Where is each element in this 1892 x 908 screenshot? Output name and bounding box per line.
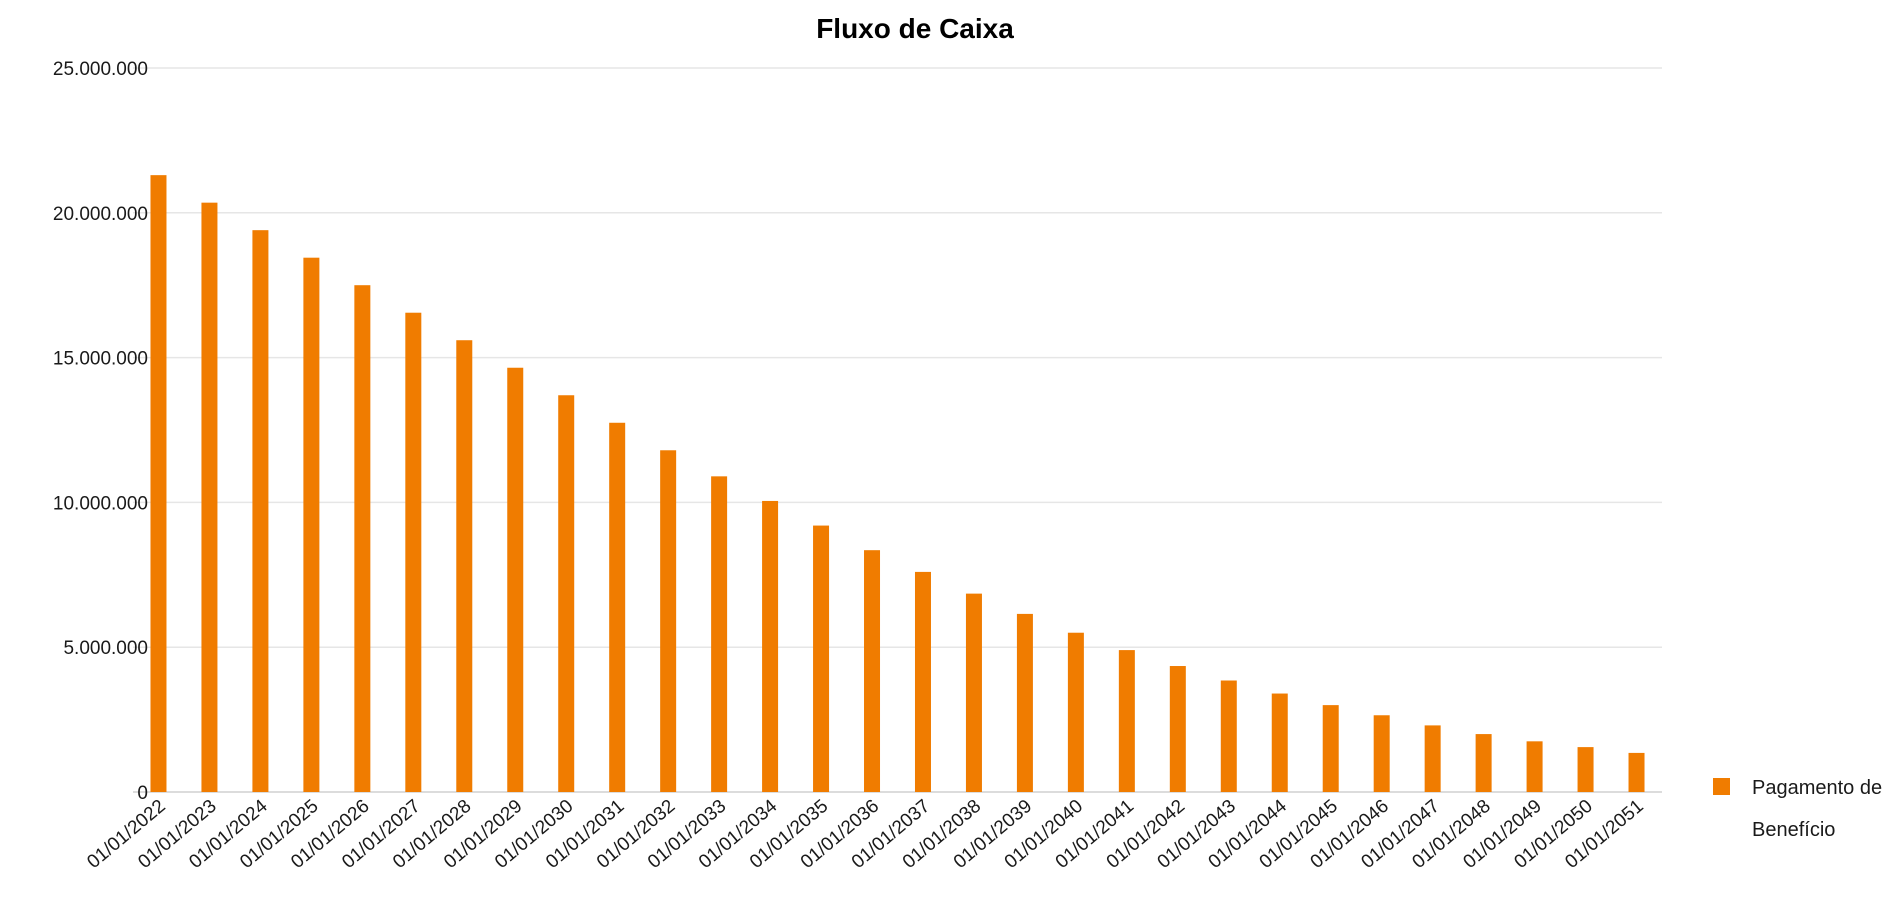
bar bbox=[914, 571, 931, 792]
bar bbox=[507, 367, 524, 792]
bar bbox=[1322, 705, 1339, 792]
bar bbox=[1475, 734, 1492, 792]
y-axis-tick-labels: 0 5.000.000 10.000.000 15.000.000 20.000.000… bbox=[53, 59, 148, 804]
bar bbox=[1067, 632, 1084, 792]
legend: Pagamento de Benefício bbox=[1713, 777, 1882, 841]
bar bbox=[201, 202, 218, 792]
bar bbox=[558, 395, 575, 792]
bar bbox=[1577, 747, 1594, 792]
bar bbox=[609, 422, 626, 792]
bar bbox=[303, 257, 320, 792]
bar bbox=[354, 285, 371, 792]
x-axis-tick-labels: 01/01/202201/01/202301/01/202401/01/2025… bbox=[83, 795, 1647, 872]
legend-swatch bbox=[1713, 778, 1730, 795]
bar bbox=[405, 312, 422, 792]
bar bbox=[1118, 650, 1135, 792]
bar bbox=[150, 175, 167, 793]
y-tick-label: 5.000.000 bbox=[63, 638, 148, 659]
bars bbox=[150, 175, 1645, 793]
bar bbox=[965, 593, 982, 792]
y-tick-label: 0 bbox=[137, 783, 148, 804]
legend-label-line-1: Pagamento de bbox=[1752, 777, 1882, 799]
bar bbox=[456, 340, 473, 792]
chart-title: Fluxo de Caixa bbox=[816, 13, 1014, 44]
bar bbox=[1628, 752, 1645, 792]
y-tick-label: 10.000.000 bbox=[53, 493, 148, 514]
bar bbox=[660, 450, 677, 792]
bar bbox=[864, 550, 881, 792]
legend-label-line-2: Benefício bbox=[1752, 819, 1835, 841]
bar bbox=[1016, 613, 1033, 792]
y-tick-label: 20.000.000 bbox=[53, 204, 148, 225]
bar bbox=[762, 500, 779, 792]
bar bbox=[1271, 693, 1288, 792]
bar bbox=[1373, 715, 1390, 792]
bar bbox=[1526, 741, 1543, 792]
y-tick-label: 15.000.000 bbox=[53, 349, 148, 370]
bar bbox=[711, 476, 728, 792]
bar bbox=[1424, 725, 1441, 792]
bar bbox=[813, 525, 830, 792]
y-tick-label: 25.000.000 bbox=[53, 59, 148, 80]
bar bbox=[1169, 666, 1186, 792]
gridlines bbox=[133, 67, 1662, 793]
bar bbox=[1220, 680, 1237, 792]
bar bbox=[252, 230, 269, 792]
